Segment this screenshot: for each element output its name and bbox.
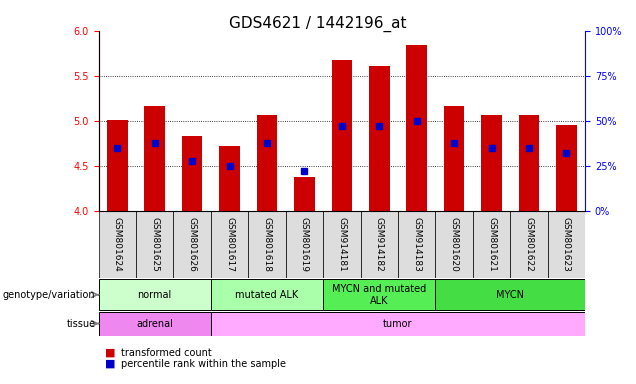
Bar (436, 279, 585, 310)
Text: MYCN and mutated
ALK: MYCN and mutated ALK (332, 284, 426, 306)
Text: GDS4621 / 1442196_at: GDS4621 / 1442196_at (229, 15, 407, 31)
Bar (99, 279, 211, 310)
Text: GSM801618: GSM801618 (263, 217, 272, 272)
Bar (361, 211, 398, 278)
Bar (174, 211, 211, 278)
Text: adrenal: adrenal (136, 318, 173, 329)
Bar (211, 211, 248, 278)
Text: tumor: tumor (384, 318, 413, 329)
Bar (144, 106, 165, 211)
Text: MYCN: MYCN (496, 290, 524, 300)
Text: GSM801617: GSM801617 (225, 217, 234, 272)
Text: GSM801619: GSM801619 (300, 217, 309, 272)
Bar (556, 126, 577, 211)
Bar (219, 146, 240, 211)
Bar (406, 45, 427, 211)
Bar (519, 115, 539, 211)
Text: GSM801626: GSM801626 (188, 217, 197, 272)
Text: GSM801624: GSM801624 (113, 217, 121, 272)
Bar (211, 311, 585, 336)
Text: GSM914183: GSM914183 (412, 217, 421, 272)
Bar (107, 120, 128, 211)
Bar (286, 211, 323, 278)
Bar (548, 211, 585, 278)
Bar (99, 211, 136, 278)
Text: percentile rank within the sample: percentile rank within the sample (121, 359, 286, 369)
Text: ■: ■ (105, 359, 116, 369)
Text: mutated ALK: mutated ALK (235, 290, 299, 300)
Bar (331, 61, 352, 211)
Text: GSM801623: GSM801623 (562, 217, 571, 272)
Bar (248, 211, 286, 278)
Text: GSM801620: GSM801620 (450, 217, 459, 272)
Bar (436, 211, 473, 278)
Text: tissue: tissue (66, 318, 95, 329)
Bar (136, 211, 174, 278)
Bar (182, 136, 202, 211)
Bar (99, 311, 211, 336)
Bar (510, 211, 548, 278)
Text: genotype/variation: genotype/variation (3, 290, 95, 300)
Bar (444, 106, 464, 211)
Bar (257, 115, 277, 211)
Text: GSM801621: GSM801621 (487, 217, 496, 272)
Text: GSM801622: GSM801622 (525, 217, 534, 272)
Text: normal: normal (137, 290, 172, 300)
Bar (211, 279, 323, 310)
Bar (481, 115, 502, 211)
Text: GSM801625: GSM801625 (150, 217, 159, 272)
Text: GSM914181: GSM914181 (337, 217, 347, 272)
Text: ■: ■ (105, 348, 116, 358)
Bar (294, 177, 315, 211)
Bar (323, 279, 436, 310)
Bar (323, 211, 361, 278)
Text: GSM914182: GSM914182 (375, 217, 384, 272)
Text: transformed count: transformed count (121, 348, 212, 358)
Bar (398, 211, 436, 278)
Bar (369, 66, 390, 211)
Bar (473, 211, 510, 278)
